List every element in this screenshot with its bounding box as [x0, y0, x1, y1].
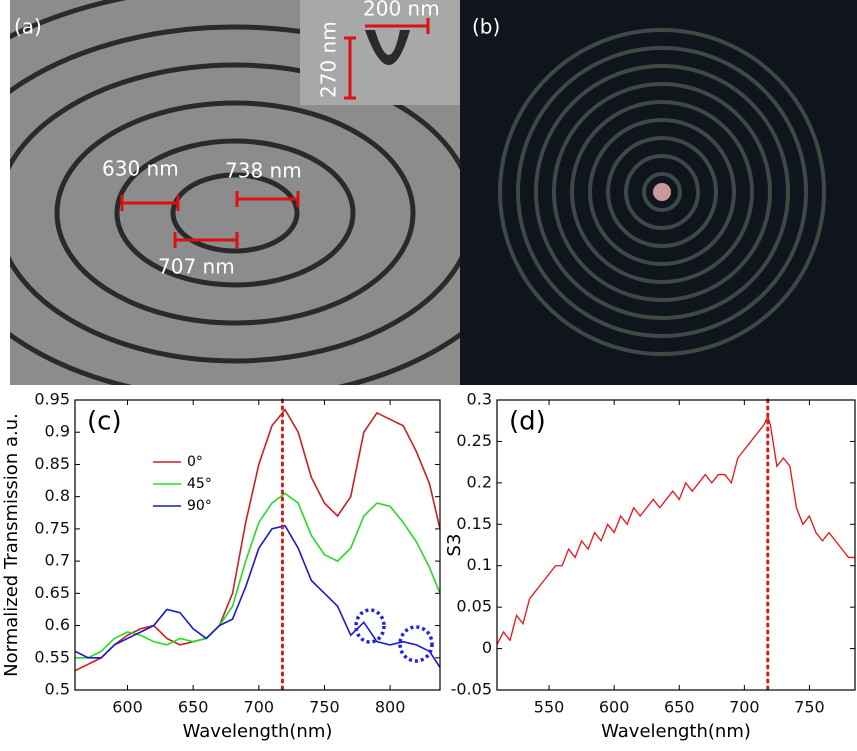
y-tick-label: 0.7: [45, 551, 70, 570]
x-axis-label: Wavelength(nm): [601, 721, 751, 742]
y-tick-label: 0: [482, 638, 492, 657]
panel-label: (c): [87, 407, 122, 437]
plot-area: [497, 400, 855, 690]
annotation: 270 nm: [317, 21, 341, 98]
axes-box: [496, 399, 856, 691]
x-tick-label: 600: [599, 698, 630, 717]
y-tick-label: 0.2: [467, 472, 492, 491]
y-tick-label: 0.55: [34, 647, 70, 666]
legend-label: 45°: [187, 476, 212, 492]
y-tick-label: -0.05: [451, 680, 492, 699]
plot-area: [75, 400, 440, 690]
series-line: [74, 524, 441, 668]
x-tick-label: 700: [729, 698, 760, 717]
y-tick-label: 0.8: [45, 486, 70, 505]
y-tick-label: 0.6: [45, 615, 70, 634]
y-tick-label: 0.95: [34, 390, 70, 409]
legend-label: 90°: [187, 498, 212, 514]
y-tick-label: 0.15: [456, 514, 492, 533]
y-tick-label: 0.05: [456, 597, 492, 616]
y-tick-label: 0.75: [34, 518, 70, 537]
legend-label: 0°: [187, 454, 203, 470]
y-tick-label: 0.1: [467, 555, 492, 574]
panel-label: (b): [472, 15, 500, 39]
y-tick-label: 0.65: [34, 583, 70, 602]
y-axis-label: S3: [444, 534, 465, 557]
annotation: 707 nm: [158, 255, 235, 279]
x-tick-label: 650: [664, 698, 695, 717]
panel-label: (a): [14, 15, 42, 39]
sem-image: (a) 630 nm 738 nm 707 nm 200 nm 270 nm: [10, 0, 460, 385]
annotation: 738 nm: [225, 159, 302, 183]
x-tick-label: 600: [112, 698, 143, 717]
panel-label: (d): [509, 407, 546, 437]
optical-image: (b): [460, 0, 857, 385]
x-tick-label: 700: [244, 698, 275, 717]
series-line: [496, 414, 855, 645]
series-line: [74, 408, 441, 672]
x-axis-label: Wavelength(nm): [183, 721, 333, 742]
annotation: 200 nm: [363, 0, 440, 21]
y-tick-label: 0.25: [456, 431, 492, 450]
y-tick-label: 0.9: [45, 422, 70, 441]
y-tick-label: 0.3: [467, 390, 492, 409]
x-tick-label: 800: [375, 698, 406, 717]
x-tick-label: 750: [309, 698, 340, 717]
y-tick-label: 0.5: [45, 680, 70, 699]
axes-box: [74, 399, 441, 691]
x-tick-label: 750: [794, 698, 825, 717]
x-tick-label: 650: [178, 698, 209, 717]
y-tick-label: 0.85: [34, 454, 70, 473]
annotation: 630 nm: [102, 157, 179, 181]
annotation-circles: [354, 608, 434, 663]
y-axis-label: Normalized Transmission a.u.: [1, 413, 22, 677]
x-tick-label: 550: [534, 698, 565, 717]
